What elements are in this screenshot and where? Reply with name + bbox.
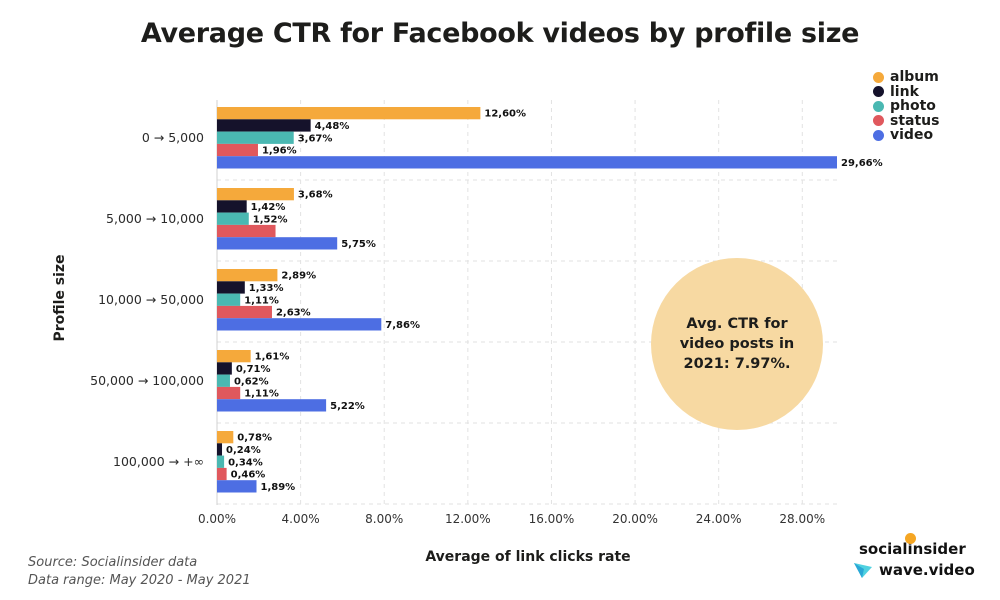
legend-swatch-status [873, 115, 884, 127]
bar-album-1 [217, 188, 294, 201]
data-label-photo-4: 0,34% [228, 457, 263, 468]
data-label-status-0: 1,96% [262, 146, 297, 157]
legend-label-link: link [890, 83, 919, 100]
bar-album-4 [217, 431, 234, 444]
chart-title: Average CTR for Facebook videos by profi… [140, 18, 860, 49]
annotation-bubble: Avg. CTR for video posts in 2021: 7.97%. [651, 258, 823, 430]
bar-link-0 [217, 119, 311, 132]
legend-label-video: video [890, 127, 934, 144]
data-label-photo-0: 3,67% [298, 133, 333, 144]
data-label-album-4: 0,78% [237, 433, 272, 444]
legend-item-video: video [873, 128, 939, 143]
legend-label-photo: photo [890, 98, 936, 115]
legend-item-link: link [873, 85, 939, 100]
bar-status-2 [217, 305, 272, 319]
annotation-text: Avg. CTR for video posts in 2021: 7.97%. [679, 316, 795, 372]
x-tick-label-3: 12.00% [445, 512, 491, 526]
bar-video-3 [217, 399, 327, 412]
data-label-album-3: 1,61% [255, 352, 290, 363]
category-label-0: 0 → 5,000 [142, 130, 204, 145]
legend: album link photo status video [873, 70, 939, 143]
data-label-album-1: 3,68% [298, 190, 333, 201]
data-label-album-2: 2,89% [281, 271, 316, 282]
data-label-status-2: 2,63% [276, 308, 311, 319]
legend-swatch-link [873, 86, 884, 98]
data-label-album-0: 12,60% [484, 109, 526, 120]
bar-link-2 [217, 281, 245, 294]
y-axis-title: Profile size [52, 254, 68, 341]
x-tick-label-7: 28.00% [779, 512, 825, 526]
data-label-video-0: 29,66% [841, 158, 883, 169]
data-label-link-3: 0,71% [236, 364, 271, 375]
wave-video-icon [854, 563, 872, 578]
data-label-status-3: 1,11% [244, 389, 279, 400]
legend-swatch-photo [873, 100, 884, 112]
bar-status-3 [217, 386, 241, 400]
data-label-photo-1: 1,52% [253, 214, 288, 225]
data-label-link-0: 4,48% [315, 121, 350, 132]
category-label-1: 5,000 → 10,000 [106, 211, 204, 226]
x-tick-label-1: 4.00% [282, 512, 320, 526]
bar-link-4 [217, 443, 223, 456]
data-label-link-4: 0,24% [226, 445, 261, 456]
data-label-link-1: 1,42% [251, 202, 286, 213]
bar-album-0 [217, 107, 481, 120]
socialinsider-logo: socialinsider [859, 533, 995, 558]
bar-status-4 [217, 467, 227, 481]
data-label-status-4: 0,46% [231, 470, 266, 481]
legend-label-album: album [890, 69, 939, 86]
data-label-video-1: 5,75% [341, 239, 376, 250]
x-tick-label-4: 16.00% [529, 512, 575, 526]
bar-video-1 [217, 237, 338, 250]
category-label-3: 50,000 → 100,000 [90, 373, 204, 388]
data-label-link-2: 1,33% [249, 283, 284, 294]
legend-item-status: status [873, 114, 939, 129]
source-note: Source: Socialinsider data Data range: M… [28, 554, 251, 590]
data-label-photo-3: 0,62% [234, 376, 269, 387]
date-range-line: Data range: May 2020 - May 2021 [28, 573, 251, 588]
x-tick-label-6: 24.00% [696, 512, 742, 526]
bar-photo-1 [217, 212, 249, 225]
x-axis-title: Average of link clicks rate [425, 549, 630, 565]
legend-item-photo: photo [873, 99, 939, 114]
bar-photo-3 [217, 374, 230, 387]
wave-video-logo: wave.video [853, 561, 995, 579]
legend-swatch-album [873, 71, 884, 83]
category-label-2: 10,000 → 50,000 [98, 292, 204, 307]
legend-item-album: album [873, 70, 939, 85]
data-label-video-4: 1,89% [261, 482, 296, 493]
bar-link-1 [217, 200, 247, 213]
bar-video-4 [217, 480, 257, 493]
bar-album-2 [217, 269, 278, 282]
bar-album-3 [217, 350, 251, 363]
x-tick-label-5: 20.00% [612, 512, 658, 526]
socialinsider-dot-icon [905, 533, 916, 544]
data-label-video-3: 5,22% [330, 401, 365, 412]
bar-status-0 [217, 143, 258, 157]
bar-photo-4 [217, 455, 225, 468]
wave-video-logo-text: wave.video [879, 561, 975, 579]
socialinsider-logo-text: socialinsider [859, 540, 966, 558]
bar-photo-0 [217, 131, 294, 144]
x-tick-label-0: 0.00% [198, 512, 236, 526]
data-label-photo-2: 1,11% [244, 295, 279, 306]
bar-status-1 [217, 224, 276, 238]
bar-photo-2 [217, 293, 241, 306]
brand-logos: socialinsider wave.video [845, 533, 995, 579]
legend-label-status: status [890, 112, 940, 129]
x-tick-label-2: 8.00% [365, 512, 403, 526]
source-line: Source: Socialinsider data [28, 555, 198, 570]
bar-video-0 [217, 156, 837, 169]
legend-swatch-video [873, 129, 884, 141]
data-label-video-2: 7,86% [385, 320, 420, 331]
bar-video-2 [217, 318, 382, 331]
category-label-4: 100,000 → +∞ [113, 454, 204, 469]
bar-link-3 [217, 362, 232, 375]
